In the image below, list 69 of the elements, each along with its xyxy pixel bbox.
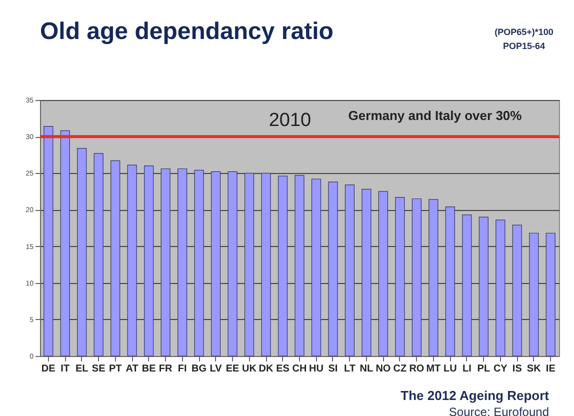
bar [344, 184, 355, 356]
x-tick-label: FI [178, 364, 187, 374]
x-tick-label: UK [242, 364, 258, 374]
bar [546, 232, 556, 356]
bar [294, 175, 304, 356]
x-tick-label: LV [210, 364, 222, 374]
x-tick-label: SE [92, 364, 106, 374]
bar [395, 196, 405, 356]
bar [160, 168, 170, 356]
x-tick-label: LI [462, 364, 472, 374]
bar [110, 160, 120, 356]
x-tick-label: IT [60, 364, 70, 374]
x-tick-label: LU [444, 364, 457, 374]
bar [462, 214, 472, 356]
bar [77, 148, 87, 356]
text: The 2012 Ageing Report [400, 388, 550, 403]
x-tick-label: NL [360, 364, 374, 374]
bar [362, 188, 372, 356]
chart-title: Old age dependancy ratio [40, 18, 334, 45]
text: (POP65+)*100 [494, 27, 554, 37]
x-tick-label: IE [546, 364, 556, 374]
bar [278, 176, 288, 356]
x-tick-label: CZ [393, 364, 407, 374]
bar [44, 126, 54, 356]
bar [311, 178, 322, 356]
x-tick-label: LT [344, 364, 356, 374]
x-tick-label: BG [192, 364, 207, 374]
x-tick-label: SK [526, 364, 542, 374]
bar [144, 166, 154, 356]
annotation: Germany and Italy over 30% [348, 108, 522, 123]
bar [328, 182, 338, 356]
x-tick-label: SI [328, 364, 338, 374]
x-tick-label: DE [41, 364, 56, 374]
source-note: Source: Eurofound [448, 405, 549, 416]
bar [445, 206, 455, 356]
bar [512, 224, 522, 356]
bar [94, 153, 104, 356]
bar [178, 168, 188, 356]
x-tick-label: BE [142, 364, 156, 374]
bar [228, 171, 238, 356]
x-tick-label: AT [126, 364, 138, 374]
bar [210, 171, 221, 356]
x-tick-label: PT [108, 364, 122, 374]
x-tick-label: IS [512, 364, 522, 374]
x-tick-label: DK [258, 364, 274, 374]
x-tick-label: HU [309, 364, 324, 374]
bar [478, 216, 488, 356]
x-tick-label: ES [276, 364, 290, 374]
annotation: 2010 [268, 110, 312, 131]
x-tick-label: PL [477, 364, 490, 374]
x-tick-label: CH [292, 364, 307, 374]
x-tick-label: EE [226, 364, 240, 374]
bar [496, 220, 506, 356]
x-tick-label: FR [158, 364, 173, 374]
bar [378, 191, 388, 356]
bar [261, 172, 271, 356]
bar [194, 170, 204, 356]
bar [529, 232, 539, 356]
bar [428, 199, 438, 356]
bar [244, 172, 254, 356]
bar [127, 164, 137, 356]
text: POP15-64 [502, 41, 546, 51]
bar [60, 130, 70, 356]
bar [412, 198, 422, 356]
x-tick-label: RO [409, 364, 424, 374]
x-tick-label: NO [376, 364, 391, 374]
x-tick-label: CY [493, 364, 508, 374]
x-tick-label: EL [75, 364, 88, 374]
x-tick-label: MT [426, 364, 441, 374]
